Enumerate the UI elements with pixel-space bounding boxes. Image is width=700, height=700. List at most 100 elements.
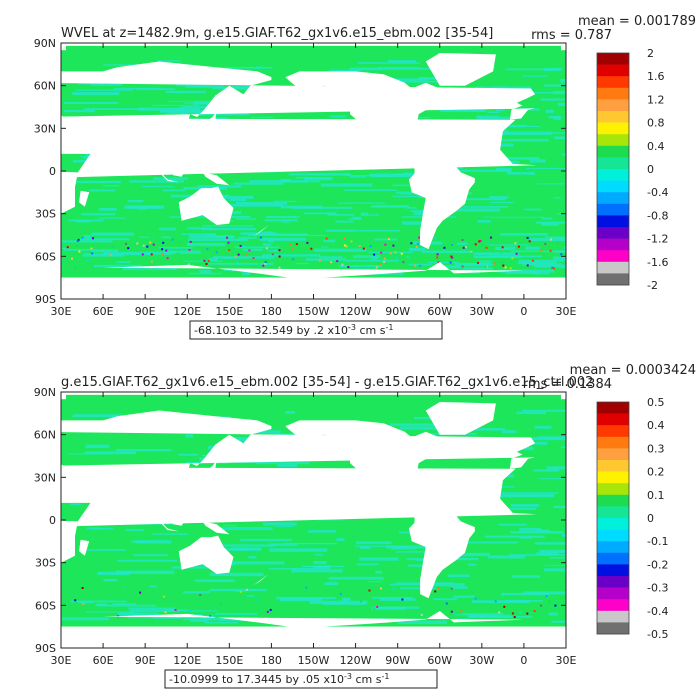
land-mass bbox=[202, 521, 230, 535]
colorbar-swatch bbox=[597, 134, 629, 147]
field-spot bbox=[179, 241, 182, 244]
field-streak bbox=[499, 233, 548, 236]
field-streak bbox=[462, 613, 504, 615]
field-streak bbox=[422, 250, 473, 254]
field-streak bbox=[233, 182, 284, 185]
field-streak bbox=[544, 564, 566, 566]
field-spot bbox=[369, 245, 372, 248]
field-streak bbox=[374, 238, 397, 241]
field-streak bbox=[161, 236, 171, 239]
field-streak bbox=[131, 540, 148, 543]
field-spot bbox=[245, 588, 248, 591]
field-streak bbox=[288, 173, 350, 176]
field-spot bbox=[376, 606, 379, 608]
field-spot bbox=[278, 266, 281, 269]
colorbar-label: 0.4 bbox=[647, 140, 665, 153]
field-spot bbox=[551, 266, 554, 269]
field-streak bbox=[167, 100, 211, 102]
field-spot bbox=[378, 263, 381, 265]
field-spot bbox=[485, 242, 488, 245]
field-spot bbox=[266, 260, 269, 263]
field-streak bbox=[183, 591, 210, 594]
field-streak bbox=[541, 222, 559, 226]
land-mass bbox=[400, 149, 416, 160]
field-streak bbox=[487, 555, 526, 559]
field-streak bbox=[187, 227, 212, 230]
field-streak bbox=[496, 493, 555, 498]
field-streak bbox=[533, 469, 560, 472]
polar-mask bbox=[61, 626, 566, 648]
field-streak bbox=[76, 219, 91, 223]
x-tick-label: 60W bbox=[427, 654, 452, 667]
field-streak bbox=[480, 615, 532, 618]
field-spot bbox=[234, 255, 237, 258]
field-streak bbox=[457, 242, 468, 245]
field-streak bbox=[117, 559, 178, 562]
land-mass bbox=[202, 172, 230, 186]
x-tick-label: 120W bbox=[340, 654, 372, 667]
field-spot bbox=[125, 242, 127, 245]
field-spot bbox=[347, 266, 350, 268]
colorbar-swatch bbox=[597, 413, 629, 426]
field-streak bbox=[134, 540, 172, 544]
colorbar-swatch bbox=[597, 203, 629, 216]
field-spot bbox=[395, 256, 397, 259]
field-spot bbox=[162, 595, 165, 598]
field-streak bbox=[157, 60, 181, 62]
field-spot bbox=[74, 267, 76, 270]
field-spot bbox=[172, 263, 175, 266]
y-tick-label: 90N bbox=[34, 386, 56, 399]
field-streak bbox=[391, 547, 417, 550]
field-spot bbox=[248, 249, 251, 252]
field-streak bbox=[262, 254, 321, 257]
field-streak bbox=[489, 244, 530, 246]
field-streak bbox=[314, 553, 323, 556]
field-streak bbox=[358, 62, 420, 64]
y-tick-label: 60S bbox=[35, 599, 56, 612]
field-spot bbox=[292, 258, 295, 261]
field-spot bbox=[498, 611, 501, 614]
field-streak bbox=[540, 98, 566, 101]
field-spot bbox=[478, 240, 481, 243]
map-field bbox=[61, 43, 566, 299]
field-streak bbox=[63, 110, 96, 113]
field-streak bbox=[181, 233, 217, 235]
x-tick-label: 120W bbox=[340, 305, 372, 318]
field-streak bbox=[85, 611, 135, 613]
field-streak bbox=[255, 462, 310, 465]
field-spot bbox=[345, 245, 348, 248]
field-streak bbox=[91, 249, 119, 253]
field-spot bbox=[174, 608, 177, 611]
colorbar-label: 2 bbox=[647, 47, 654, 60]
field-streak bbox=[329, 69, 361, 71]
field-streak bbox=[220, 67, 273, 69]
field-spot bbox=[269, 608, 272, 611]
field-streak bbox=[273, 200, 297, 202]
field-spot bbox=[207, 260, 210, 262]
field-streak bbox=[248, 233, 308, 236]
field-streak bbox=[163, 250, 201, 254]
field-streak bbox=[477, 116, 522, 120]
field-streak bbox=[116, 261, 131, 263]
colorbar-swatch bbox=[597, 576, 629, 588]
field-streak bbox=[324, 582, 339, 586]
field-spot bbox=[188, 248, 191, 251]
field-spot bbox=[112, 245, 115, 248]
field-spot bbox=[420, 613, 423, 616]
field-streak bbox=[524, 208, 542, 211]
y-tick-label: 30N bbox=[34, 471, 56, 484]
field-streak bbox=[215, 195, 254, 199]
field-spot bbox=[375, 266, 378, 269]
field-streak bbox=[535, 552, 559, 556]
field-streak bbox=[553, 505, 566, 509]
field-spot bbox=[166, 257, 169, 260]
field-spot bbox=[380, 587, 382, 590]
field-streak bbox=[450, 586, 468, 589]
field-streak bbox=[220, 215, 251, 218]
field-streak bbox=[562, 153, 566, 156]
field-spot bbox=[325, 237, 328, 240]
field-spot bbox=[513, 616, 516, 618]
field-streak bbox=[70, 503, 81, 506]
colorbar-swatch bbox=[597, 425, 629, 438]
